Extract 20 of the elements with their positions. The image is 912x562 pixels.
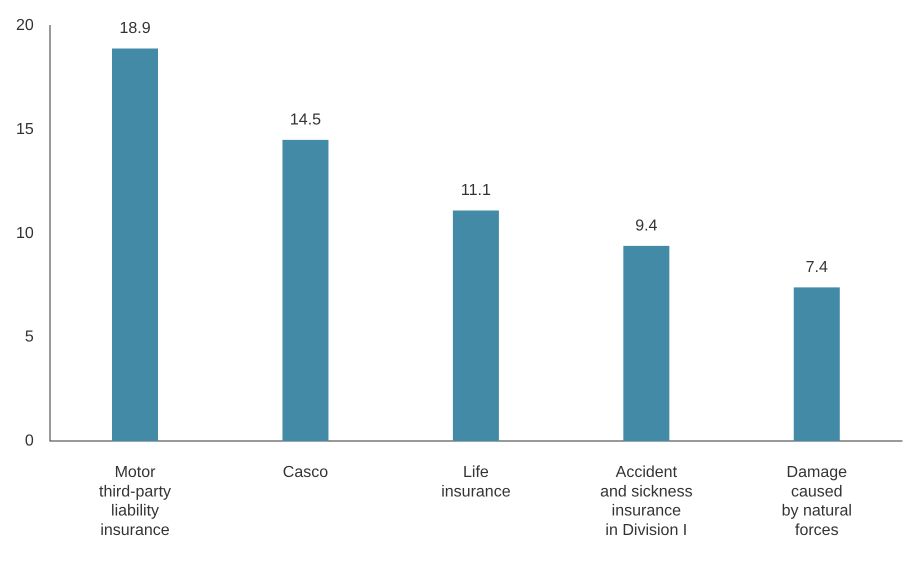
bar <box>452 210 499 442</box>
x-tick-label: Motor third-party liability insurance <box>99 464 172 539</box>
y-tick-label: 5 <box>24 328 34 346</box>
bar <box>623 246 670 442</box>
x-tick-label: Damage caused by natural forces <box>782 464 852 539</box>
y-tick-label: 0 <box>24 432 34 450</box>
data-label: 14.5 <box>290 111 322 128</box>
bar <box>794 287 840 442</box>
data-label: 11.1 <box>460 182 491 199</box>
x-tick-label: Life insurance <box>441 464 511 500</box>
bar <box>282 140 328 442</box>
data-label: 7.4 <box>806 258 828 276</box>
data-label: 9.4 <box>635 217 658 234</box>
bar <box>112 48 158 442</box>
y-tick-label: 20 <box>16 17 34 34</box>
y-tick-label: 10 <box>16 224 34 242</box>
y-tick-label: 15 <box>16 120 34 138</box>
data-label: 18.9 <box>119 20 151 37</box>
x-tick-label: Accident and sickness insurance in Division I <box>600 464 693 539</box>
x-tick-label: Casco <box>282 464 328 482</box>
